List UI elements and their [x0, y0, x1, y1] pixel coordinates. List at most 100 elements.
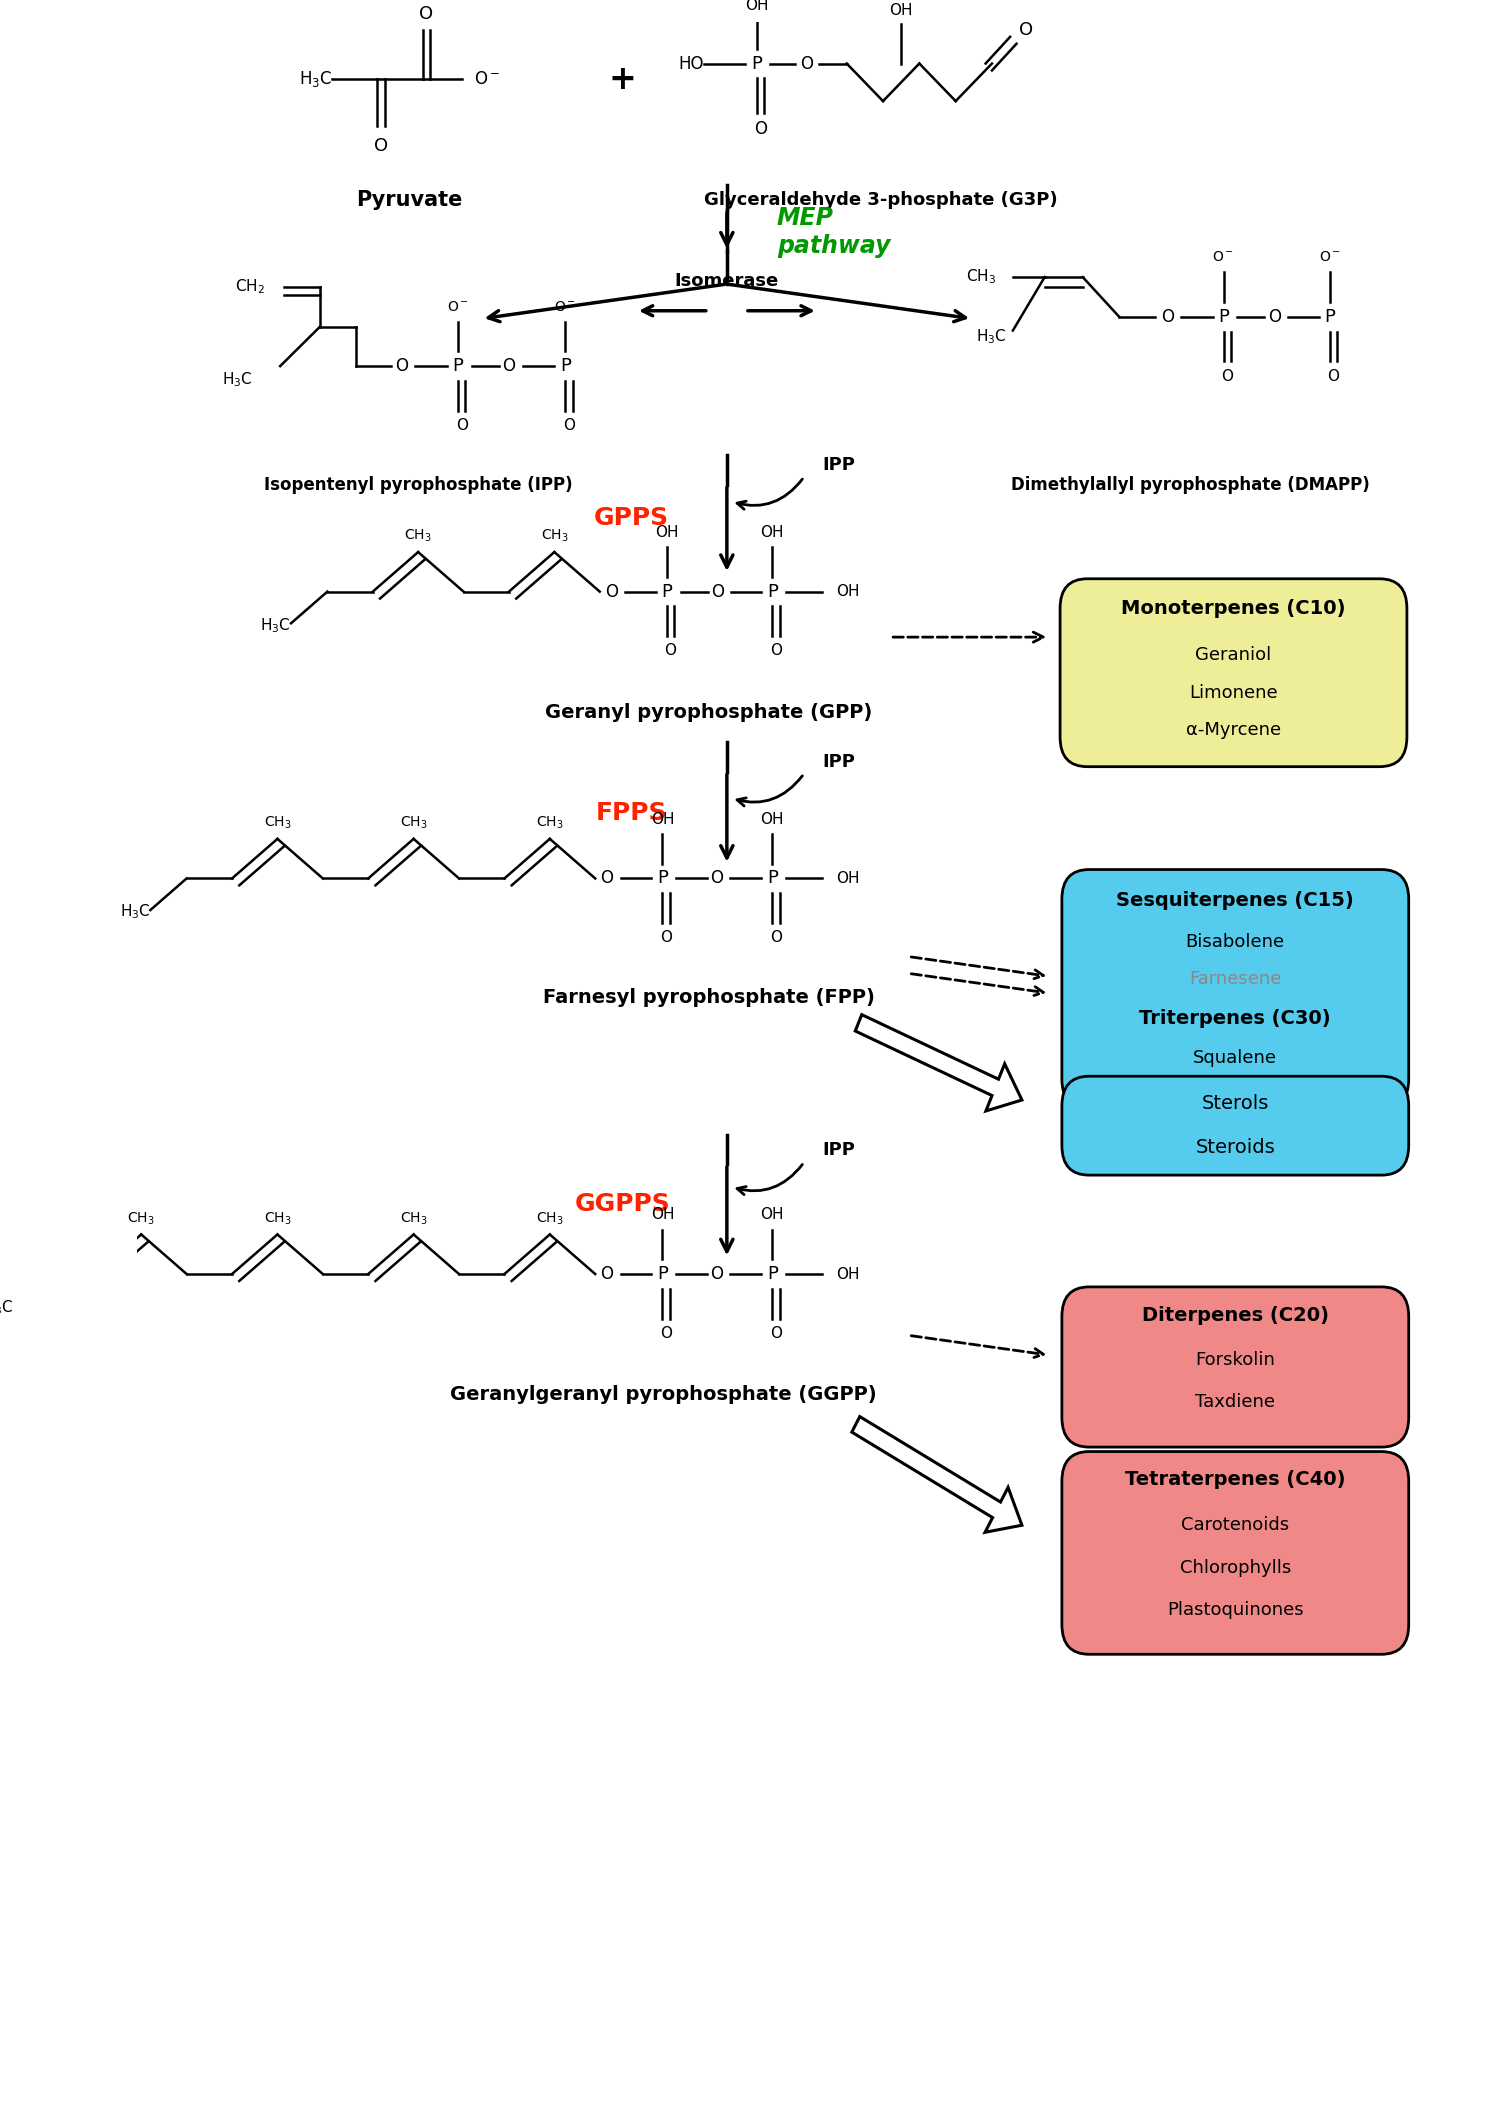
Text: O: O — [562, 418, 574, 432]
Text: O: O — [456, 418, 468, 432]
Text: CH$_2$: CH$_2$ — [236, 278, 266, 297]
Text: OH: OH — [836, 585, 860, 600]
Text: H$_3$C: H$_3$C — [298, 70, 332, 89]
Text: CH$_3$: CH$_3$ — [540, 528, 568, 545]
Text: Chlorophylls: Chlorophylls — [1179, 1558, 1292, 1577]
Text: CH$_3$: CH$_3$ — [400, 814, 427, 831]
Text: O: O — [1268, 307, 1281, 326]
Text: CH$_3$: CH$_3$ — [536, 814, 564, 831]
Text: O: O — [770, 931, 782, 946]
FancyBboxPatch shape — [1062, 869, 1408, 1109]
Text: H$_3$C: H$_3$C — [222, 371, 254, 390]
Text: P: P — [560, 356, 570, 375]
Text: O$^-$: O$^-$ — [474, 70, 501, 89]
Text: OH: OH — [760, 526, 784, 541]
Text: Taxdiene: Taxdiene — [1196, 1393, 1275, 1410]
Text: IPP: IPP — [822, 456, 855, 475]
Text: OH: OH — [760, 812, 784, 827]
Text: Farnesene: Farnesene — [1190, 971, 1281, 988]
Text: P: P — [752, 55, 762, 72]
Text: OH: OH — [836, 871, 860, 886]
Text: O$^-$: O$^-$ — [554, 299, 576, 314]
FancyBboxPatch shape — [1062, 1287, 1408, 1448]
Text: O: O — [1161, 307, 1173, 326]
Text: Glyceraldehyde 3-phosphate (G3P): Glyceraldehyde 3-phosphate (G3P) — [705, 191, 1058, 210]
Text: CH$_3$: CH$_3$ — [264, 814, 291, 831]
Text: O: O — [770, 1325, 782, 1340]
Text: Plastoquinones: Plastoquinones — [1167, 1601, 1304, 1620]
Text: Isopentenyl pyrophosphate (IPP): Isopentenyl pyrophosphate (IPP) — [264, 475, 573, 494]
Text: P: P — [766, 1266, 777, 1283]
FancyArrow shape — [852, 1416, 1022, 1533]
Text: O$^-$: O$^-$ — [1318, 250, 1341, 265]
FancyBboxPatch shape — [1062, 1452, 1408, 1654]
FancyArrow shape — [855, 1015, 1022, 1111]
Text: O$^-$: O$^-$ — [447, 299, 470, 314]
Text: P: P — [657, 1266, 668, 1283]
Text: IPP: IPP — [822, 1141, 855, 1160]
Text: O: O — [1328, 369, 1340, 384]
Text: Diterpenes (C20): Diterpenes (C20) — [1142, 1306, 1329, 1325]
Text: α-Myrcene: α-Myrcene — [1186, 721, 1281, 740]
Text: H$_3$C: H$_3$C — [261, 617, 291, 634]
Text: H$_3$C: H$_3$C — [120, 903, 150, 922]
Text: GGPPS: GGPPS — [574, 1191, 670, 1215]
Text: Tetraterpenes (C40): Tetraterpenes (C40) — [1125, 1471, 1346, 1488]
Text: Geranyl pyrophosphate (GPP): Geranyl pyrophosphate (GPP) — [544, 704, 873, 721]
Text: O: O — [396, 356, 408, 375]
Text: O$^-$: O$^-$ — [1212, 250, 1234, 265]
Text: Geranylgeranyl pyrophosphate (GGPP): Geranylgeranyl pyrophosphate (GGPP) — [450, 1384, 876, 1403]
Text: OH: OH — [651, 1206, 674, 1223]
Text: Dimethylallyl pyrophosphate (DMAPP): Dimethylallyl pyrophosphate (DMAPP) — [1011, 475, 1370, 494]
Text: CH$_3$: CH$_3$ — [966, 267, 996, 286]
Text: OH: OH — [890, 2, 914, 17]
Text: Sesquiterpenes (C15): Sesquiterpenes (C15) — [1116, 890, 1354, 909]
Text: OH: OH — [836, 1266, 860, 1280]
Text: O: O — [600, 1266, 613, 1283]
Text: P: P — [1324, 307, 1335, 326]
Text: H$_3$C: H$_3$C — [0, 1297, 13, 1317]
Text: O: O — [711, 583, 724, 600]
Text: Sterols: Sterols — [1202, 1094, 1269, 1113]
Text: P: P — [453, 356, 464, 375]
Text: OH: OH — [760, 1206, 784, 1223]
Text: OH: OH — [656, 526, 678, 541]
Text: O: O — [711, 1266, 723, 1283]
Text: O: O — [664, 644, 676, 659]
Text: Geraniol: Geraniol — [1196, 647, 1272, 664]
Text: P: P — [766, 583, 777, 600]
FancyBboxPatch shape — [1060, 579, 1407, 767]
Text: IPP: IPP — [822, 753, 855, 772]
Text: O: O — [503, 356, 516, 375]
Text: O: O — [374, 136, 388, 155]
Text: GPPS: GPPS — [594, 507, 669, 530]
Text: O: O — [711, 869, 723, 888]
Text: O: O — [420, 4, 434, 23]
Text: CH$_3$: CH$_3$ — [405, 528, 432, 545]
Text: Triterpenes (C30): Triterpenes (C30) — [1140, 1009, 1330, 1028]
Text: FPPS: FPPS — [596, 801, 668, 825]
Text: Monoterpenes (C10): Monoterpenes (C10) — [1120, 600, 1346, 617]
Text: P: P — [657, 869, 668, 888]
Text: CH$_3$: CH$_3$ — [536, 1211, 564, 1227]
Text: +: + — [609, 64, 636, 95]
Text: Squalene: Squalene — [1194, 1049, 1278, 1068]
Text: O: O — [604, 583, 618, 600]
Text: P: P — [662, 583, 672, 600]
Text: Forskolin: Forskolin — [1196, 1350, 1275, 1370]
Text: Pyruvate: Pyruvate — [356, 191, 462, 210]
Text: O: O — [770, 644, 782, 659]
Text: CH$_3$: CH$_3$ — [400, 1211, 427, 1227]
Text: OH: OH — [651, 812, 674, 827]
Text: H$_3$C: H$_3$C — [976, 326, 1006, 346]
Text: O: O — [600, 869, 613, 888]
Text: OH: OH — [746, 0, 768, 13]
Text: MEP
pathway: MEP pathway — [777, 206, 891, 257]
Text: HO: HO — [678, 55, 703, 72]
Text: Isomerase: Isomerase — [675, 271, 778, 290]
Text: CH$_3$: CH$_3$ — [264, 1211, 291, 1227]
Text: Farnesyl pyrophosphate (FPP): Farnesyl pyrophosphate (FPP) — [543, 988, 874, 1007]
Text: O: O — [660, 1325, 672, 1340]
Text: O: O — [1020, 21, 1034, 38]
Text: O: O — [660, 931, 672, 946]
